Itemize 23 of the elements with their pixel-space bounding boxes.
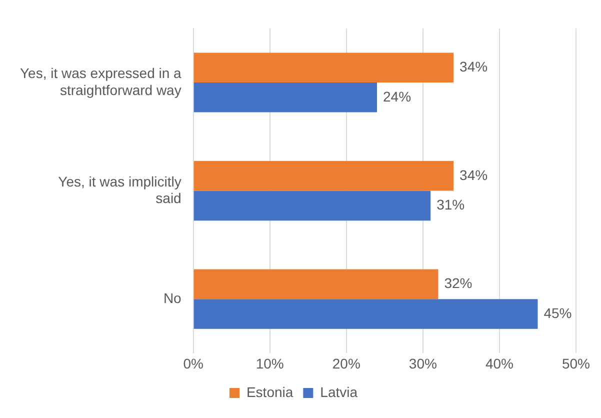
- legend-label: Estonia: [246, 384, 294, 400]
- bar: [194, 52, 454, 83]
- x-tick-label: 30%: [408, 355, 437, 372]
- y-tick-label: No: [163, 290, 182, 306]
- data-label: 32%: [444, 275, 472, 292]
- bar: [194, 82, 378, 112]
- data-label: 24%: [383, 88, 412, 104]
- data-label: 34%: [460, 58, 488, 75]
- data-label: 31%: [436, 196, 465, 213]
- bar: [194, 190, 431, 221]
- y-tick-label: Yes, it was expressed in a straightforward way: [20, 64, 182, 98]
- legend-label: Latvia: [320, 384, 358, 400]
- data-label: 34%: [460, 166, 488, 183]
- data-label: 45%: [544, 304, 572, 321]
- x-tick-label: 20%: [332, 355, 360, 372]
- bar: [194, 161, 454, 191]
- x-tick-label: 40%: [485, 355, 514, 372]
- x-tick-label: 0%: [183, 355, 204, 372]
- x-tick-label: 10%: [256, 355, 284, 372]
- x-tick-label: 50%: [562, 355, 590, 372]
- bar: [194, 299, 538, 329]
- bar: [194, 269, 438, 300]
- y-tick-label: Yes, it was implicitly said: [58, 173, 182, 206]
